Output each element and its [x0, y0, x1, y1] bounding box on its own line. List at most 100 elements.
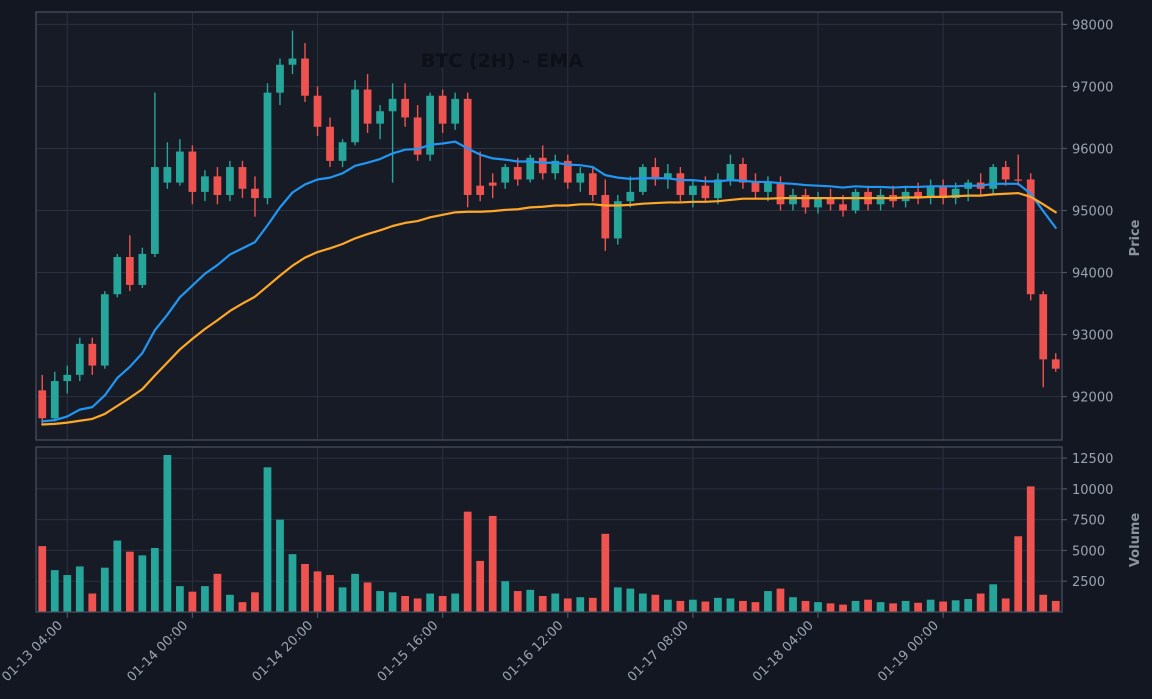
volume-bar[interactable] — [426, 593, 435, 612]
candle[interactable] — [789, 188, 797, 211]
candle[interactable] — [626, 176, 635, 208]
volume-bar[interactable] — [301, 563, 309, 612]
volume-bar[interactable] — [739, 600, 747, 612]
candle[interactable] — [188, 145, 197, 205]
candle[interactable] — [413, 105, 422, 161]
candle[interactable] — [88, 337, 97, 375]
volume-bar[interactable] — [889, 603, 897, 612]
volume-bar[interactable] — [601, 533, 610, 612]
candle[interactable] — [113, 253, 122, 298]
candle[interactable] — [401, 83, 409, 127]
candle[interactable] — [238, 160, 247, 199]
volume-bar[interactable] — [488, 515, 497, 612]
candle[interactable] — [338, 139, 347, 168]
candle[interactable] — [213, 167, 222, 205]
volume-bar[interactable] — [438, 595, 447, 612]
candle[interactable] — [326, 117, 334, 168]
volume-bar[interactable] — [513, 591, 522, 612]
volume-bar[interactable] — [676, 600, 685, 612]
volume-bar[interactable] — [263, 467, 272, 612]
candle[interactable] — [801, 188, 810, 214]
candle[interactable] — [814, 191, 822, 214]
volume-bar[interactable] — [751, 602, 760, 612]
candle[interactable] — [739, 157, 747, 189]
candle[interactable] — [451, 92, 460, 130]
candle[interactable] — [50, 371, 59, 422]
candle[interactable] — [714, 173, 722, 205]
volume-bar[interactable] — [138, 555, 147, 612]
candle[interactable] — [363, 74, 372, 133]
volume-bar[interactable] — [776, 588, 785, 612]
candle[interactable] — [1039, 291, 1048, 388]
volume-bar[interactable] — [951, 600, 960, 612]
candle[interactable] — [38, 374, 47, 425]
volume-bar[interactable] — [689, 599, 697, 612]
candle[interactable] — [176, 139, 184, 186]
volume-bar[interactable] — [201, 586, 209, 612]
volume-bar[interactable] — [338, 587, 347, 612]
volume-bar[interactable] — [726, 598, 735, 612]
candle[interactable] — [351, 80, 359, 146]
volume-bar[interactable] — [38, 546, 47, 612]
volume-bar[interactable] — [613, 587, 622, 612]
volume-bar[interactable] — [226, 594, 234, 612]
volume-bar[interactable] — [551, 593, 560, 612]
volume-bar[interactable] — [1014, 536, 1023, 612]
volume-bar[interactable] — [413, 598, 422, 612]
volume-bar[interactable] — [501, 581, 510, 612]
volume-bar[interactable] — [914, 602, 922, 612]
candle[interactable] — [939, 179, 948, 205]
candle[interactable] — [876, 188, 885, 211]
volume-bar[interactable] — [100, 567, 109, 612]
candle[interactable] — [463, 92, 472, 208]
volume-bar[interactable] — [276, 519, 284, 612]
volume-bar[interactable] — [976, 593, 985, 612]
candle[interactable] — [638, 163, 647, 195]
volume-bar[interactable] — [376, 591, 384, 612]
candle[interactable] — [764, 176, 772, 202]
volume-bar[interactable] — [701, 601, 710, 612]
candle[interactable] — [313, 86, 322, 137]
candle[interactable] — [576, 167, 585, 192]
volume-bar[interactable] — [826, 603, 835, 612]
volume-bar[interactable] — [864, 599, 872, 612]
volume-bar[interactable] — [388, 592, 397, 612]
volume-bar[interactable] — [1039, 594, 1048, 612]
volume-bar[interactable] — [1001, 598, 1010, 612]
volume-bar[interactable] — [150, 547, 159, 612]
candle[interactable] — [989, 163, 998, 195]
volume-bar[interactable] — [313, 571, 322, 612]
candle[interactable] — [551, 154, 560, 180]
candle[interactable] — [851, 188, 860, 214]
volume-bar[interactable] — [163, 455, 172, 612]
candle[interactable] — [651, 157, 660, 186]
candle[interactable] — [526, 154, 535, 183]
volume-bar[interactable] — [176, 586, 184, 612]
volume-bar[interactable] — [563, 598, 572, 612]
candle[interactable] — [163, 142, 172, 189]
volume-bar[interactable] — [926, 599, 935, 612]
candle[interactable] — [926, 179, 935, 205]
volume-bar[interactable] — [814, 602, 822, 612]
volume-bar[interactable] — [526, 589, 535, 612]
volume-bar[interactable] — [989, 584, 998, 612]
candle[interactable] — [251, 176, 259, 217]
volume-bar[interactable] — [964, 599, 973, 612]
volume-bar[interactable] — [351, 573, 359, 612]
volume-bar[interactable] — [626, 588, 635, 612]
volume-bar[interactable] — [113, 540, 122, 612]
volume-bar[interactable] — [88, 593, 97, 612]
candle[interactable] — [426, 92, 435, 161]
volume-bar[interactable] — [588, 597, 597, 612]
candle[interactable] — [1001, 160, 1010, 186]
volume-bar[interactable] — [401, 595, 409, 612]
volume-bar[interactable] — [576, 597, 585, 612]
candle[interactable] — [776, 176, 785, 211]
volume-bar[interactable] — [476, 560, 485, 612]
volume-bar[interactable] — [326, 575, 334, 612]
candle[interactable] — [263, 83, 272, 205]
candle[interactable] — [150, 92, 159, 258]
volume-bar[interactable] — [651, 594, 660, 612]
candle[interactable] — [376, 105, 384, 140]
